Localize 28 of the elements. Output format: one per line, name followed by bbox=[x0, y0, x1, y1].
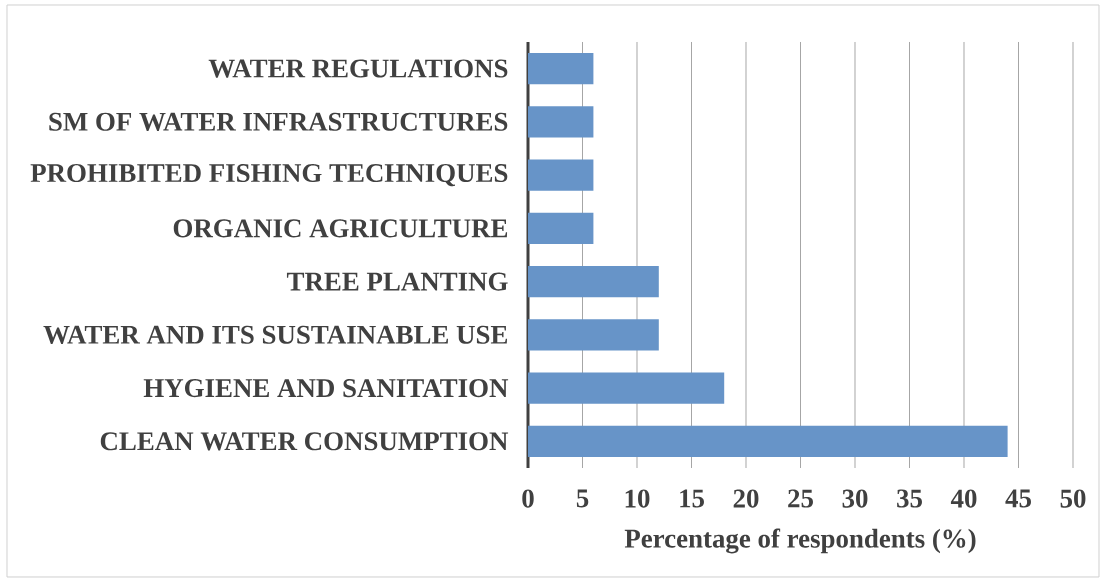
y-tick-label: WATER AND ITS SUSTAINABLE USE bbox=[43, 325, 508, 344]
x-tick-label: 35 bbox=[897, 489, 922, 508]
y-tick-label: ORGANIC AGRICULTURE bbox=[173, 219, 508, 238]
x-tick-label: 25 bbox=[788, 489, 813, 508]
y-tick-label: SM OF WATER INFRASTRUCTURES bbox=[49, 112, 508, 131]
x-tick-label: 40 bbox=[950, 489, 977, 508]
bar bbox=[528, 106, 594, 138]
y-tick-label: WATER REGULATIONS bbox=[208, 59, 508, 78]
x-axis-title: Percentage of respondents (%) bbox=[624, 528, 976, 554]
x-tick-label: 30 bbox=[842, 489, 868, 508]
x-tick-label: 20 bbox=[733, 489, 759, 508]
x-tick-label: 5 bbox=[576, 489, 589, 508]
bar bbox=[528, 425, 1008, 458]
bar bbox=[528, 52, 594, 85]
bar bbox=[528, 372, 725, 404]
bar bbox=[528, 265, 659, 298]
bar bbox=[528, 159, 594, 191]
bar bbox=[528, 319, 659, 351]
y-tick-label: PROHIBITED FISHING TECHNIQUES bbox=[30, 164, 508, 187]
x-tick-label: 0 bbox=[522, 489, 534, 508]
y-tick-label: TREE PLANTING bbox=[286, 272, 508, 291]
y-tick-label: HYGIENE AND SANITATION bbox=[143, 379, 509, 398]
x-tick-label: 10 bbox=[625, 489, 650, 508]
x-tick-label: 50 bbox=[1060, 489, 1086, 508]
x-tick-label: 15 bbox=[680, 489, 704, 508]
x-tick-label: 45 bbox=[1005, 489, 1031, 508]
y-tick-label: CLEAN WATER CONSUMPTION bbox=[100, 432, 509, 451]
bar bbox=[528, 212, 594, 245]
